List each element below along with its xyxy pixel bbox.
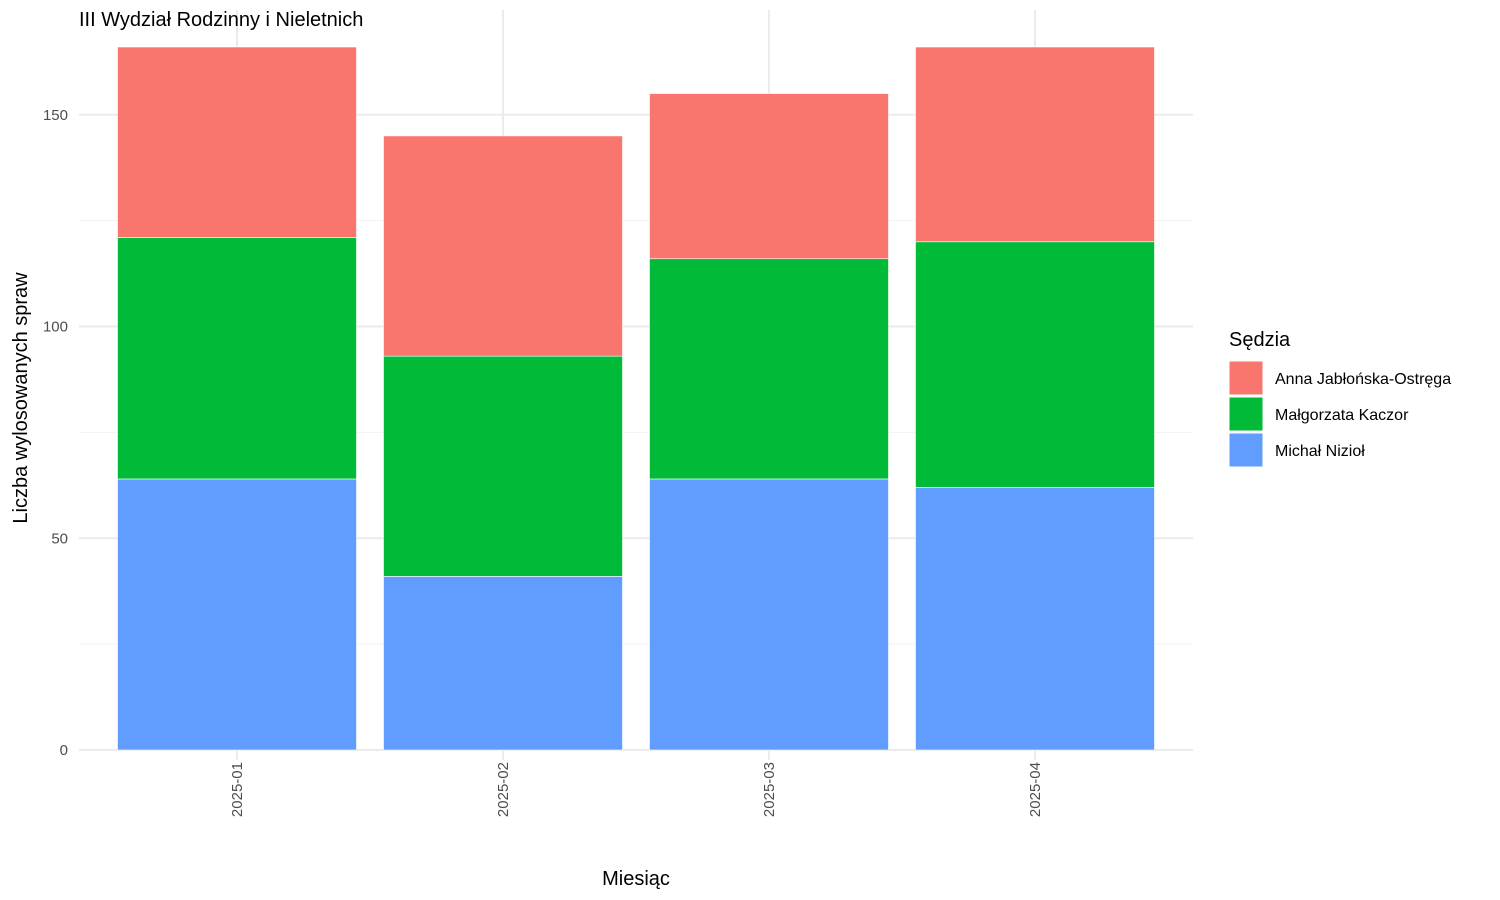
bar-segment xyxy=(117,46,357,238)
chart-title: III Wydział Rodzinny i Nieletnich xyxy=(79,9,363,31)
x-tick-label: 2025-01 xyxy=(229,762,246,817)
legend-item: Anna Jabłońska-Ostręga xyxy=(1228,360,1451,396)
bar-segment xyxy=(383,576,623,751)
legend-label: Michał Nizioł xyxy=(1275,443,1365,460)
bar-segment xyxy=(915,241,1155,488)
bars xyxy=(117,46,1155,751)
y-tick-label: 150 xyxy=(43,107,68,124)
y-tick-label: 0 xyxy=(60,742,68,759)
legend-label: Anna Jabłońska-Ostręga xyxy=(1275,371,1451,388)
legend-item: Małgorzata Kaczor xyxy=(1228,396,1409,432)
x-tick-label: 2025-04 xyxy=(1027,762,1044,817)
bar-segment xyxy=(649,258,889,480)
x-axis-title: Miesiąc xyxy=(602,868,670,890)
y-tick-label: 50 xyxy=(51,530,68,547)
legend-swatch xyxy=(1228,360,1264,396)
legend-items: Anna Jabłońska-Ostręga Małgorzata Kaczor M… xyxy=(1228,360,1451,468)
bar-segment xyxy=(383,355,623,577)
y-axis-title: Liczba wylosowanych spraw xyxy=(10,272,32,524)
legend-label: Małgorzata Kaczor xyxy=(1275,407,1409,424)
x-tick-label: 2025-03 xyxy=(761,762,778,817)
legend-swatch xyxy=(1228,432,1264,468)
legend-swatch xyxy=(1228,396,1264,432)
x-axis-ticks: 2025-01 2025-02 2025-03 2025-04 xyxy=(229,762,1044,817)
bar-segment xyxy=(649,93,889,260)
legend: Sędzia Anna Jabłońska-Ostręga Małgorzata … xyxy=(1228,329,1451,468)
legend-title: Sędzia xyxy=(1229,329,1291,351)
bar-segment xyxy=(649,478,889,751)
bar-segment xyxy=(915,46,1155,243)
y-axis-ticks: 0 50 100 150 xyxy=(43,107,68,759)
bar-segment xyxy=(915,487,1155,751)
bar-segment xyxy=(117,478,357,751)
bar-segment xyxy=(117,237,357,480)
y-tick-label: 100 xyxy=(43,319,68,336)
x-tick-label: 2025-02 xyxy=(495,762,512,817)
legend-item: Michał Nizioł xyxy=(1228,432,1365,468)
bar-segment xyxy=(383,135,623,357)
